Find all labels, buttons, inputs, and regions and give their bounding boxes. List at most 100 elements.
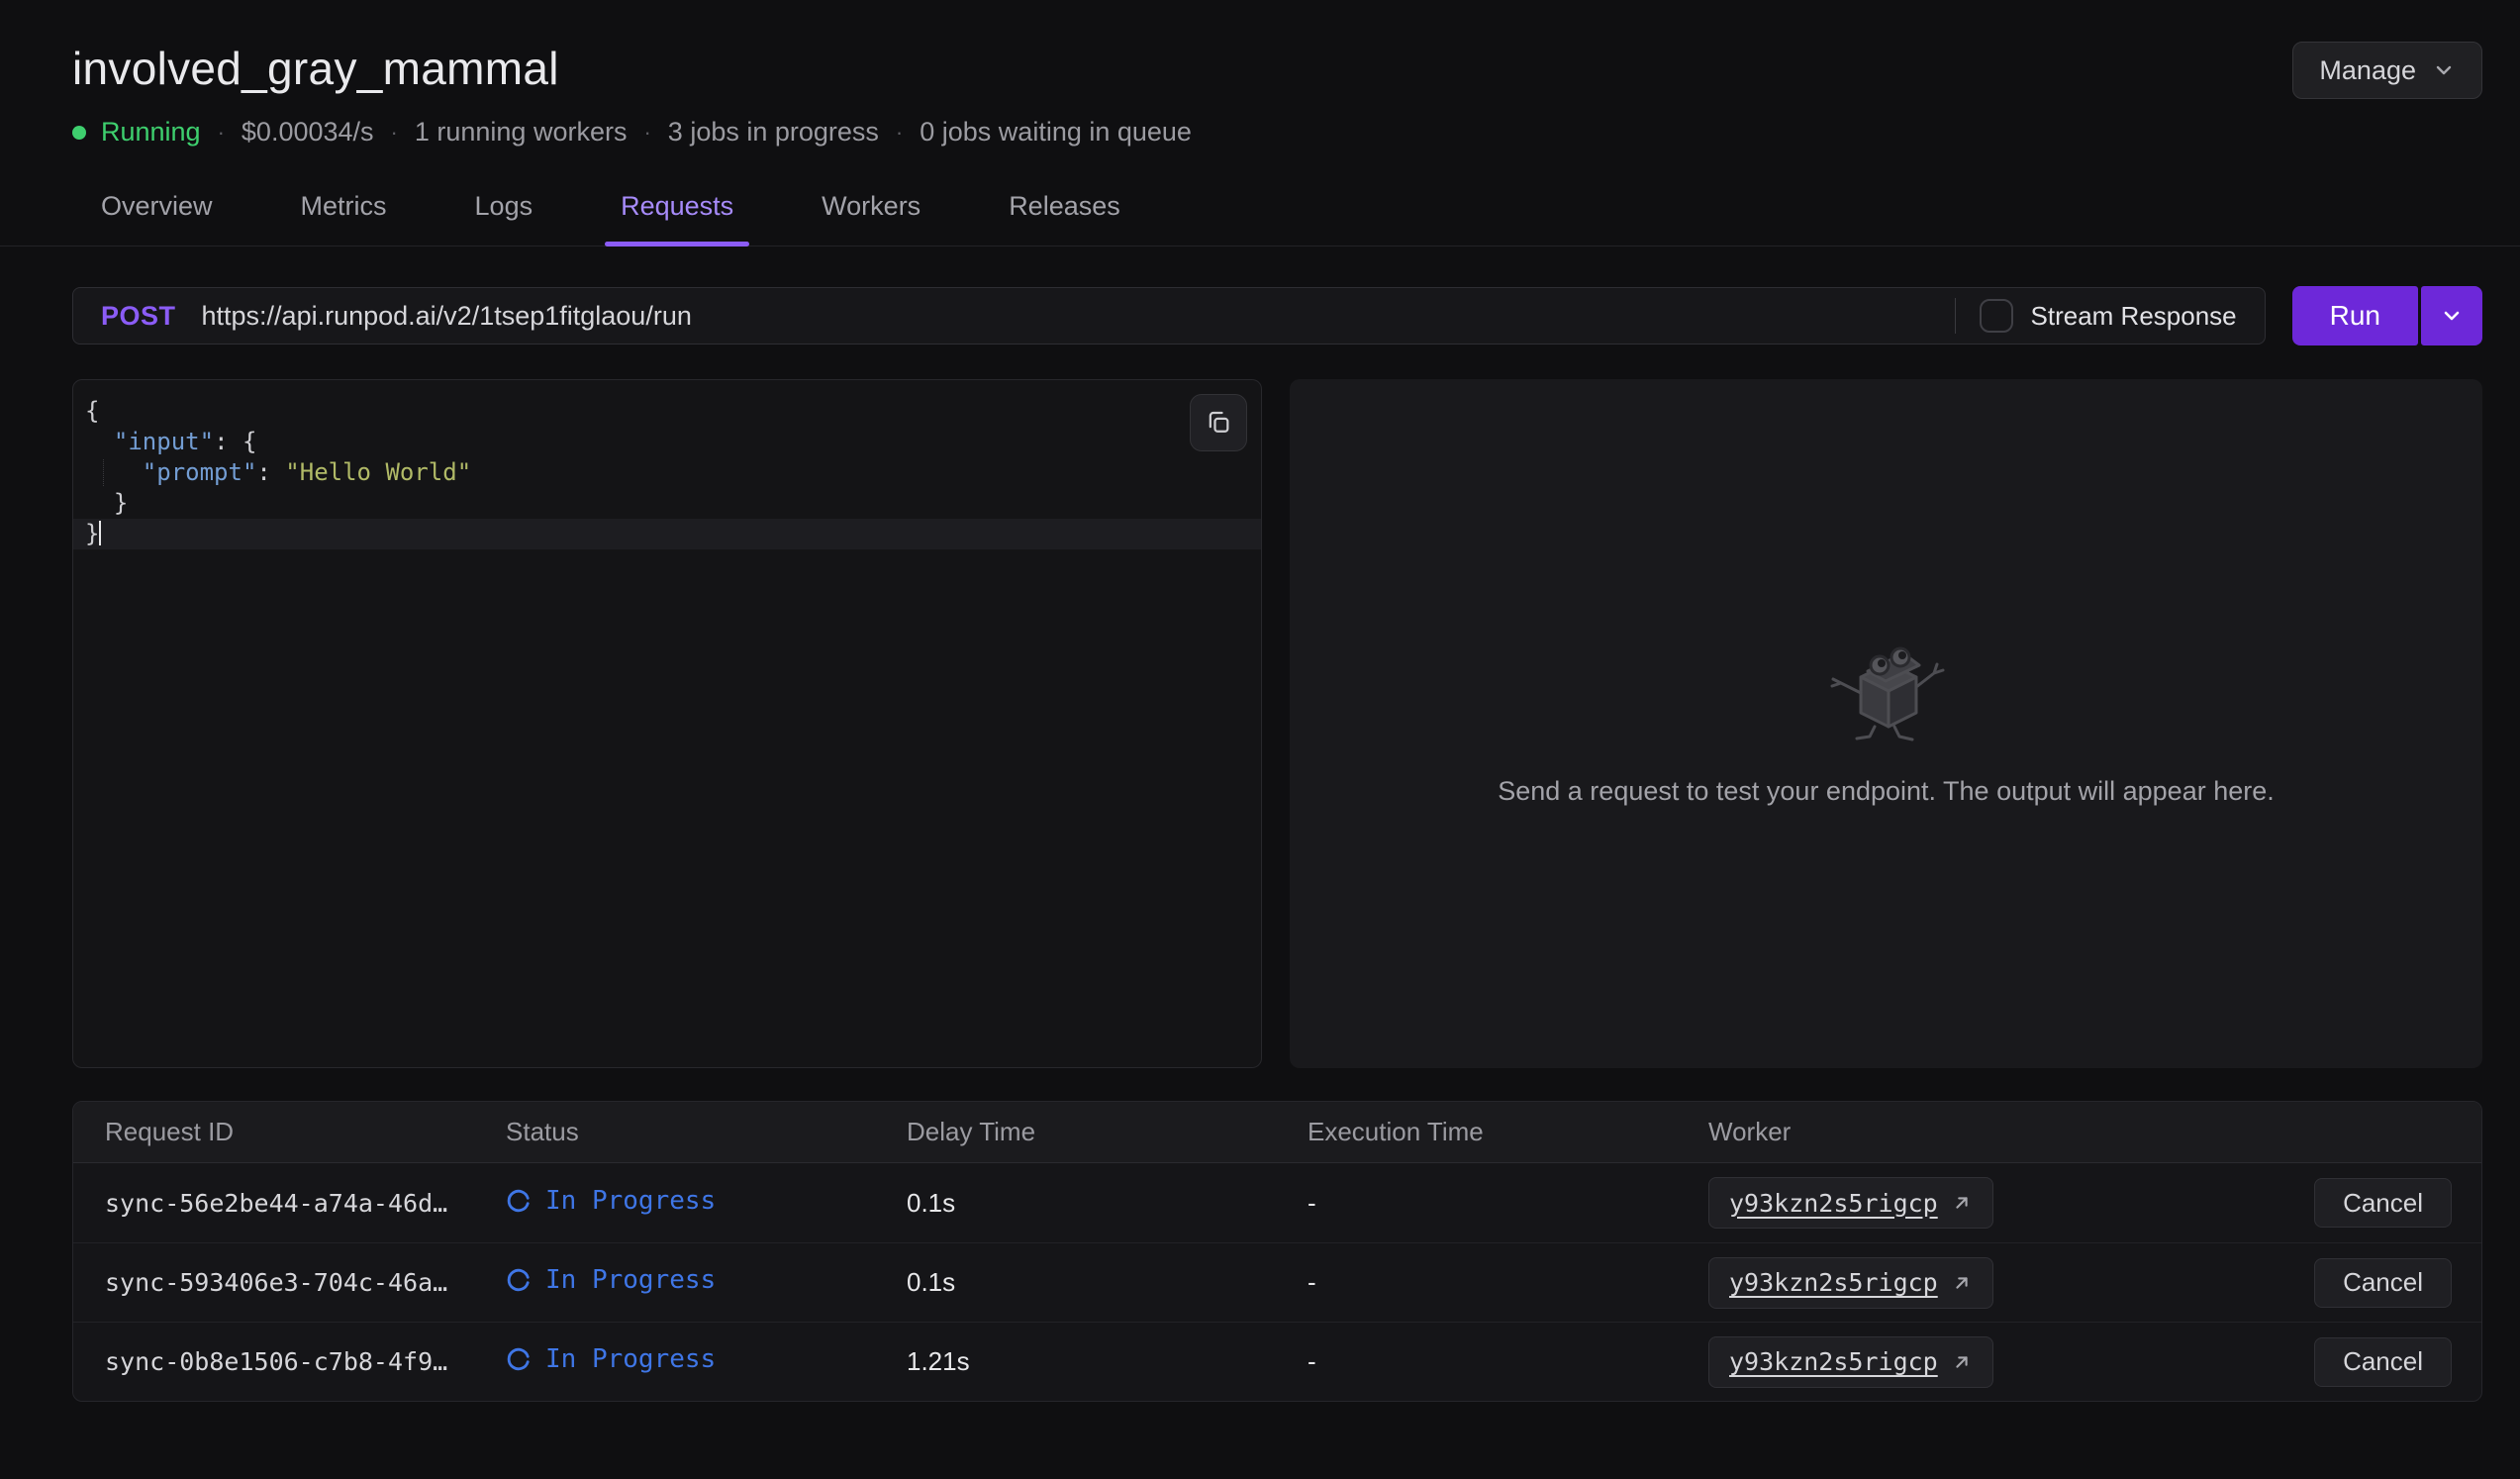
separator-dot: ·: [390, 119, 398, 145]
request-id: sync-593406e3-704c-46a…: [105, 1268, 448, 1297]
request-body-editor[interactable]: { "input": { "prompt": "Hello World" }}: [72, 379, 1262, 1068]
spinner-icon: [507, 1347, 530, 1371]
cancel-button[interactable]: Cancel: [2314, 1336, 2452, 1387]
request-id: sync-0b8e1506-c7b8-4f9…: [105, 1347, 448, 1376]
external-link-icon: [1956, 1276, 1968, 1289]
request-id: sync-56e2be44-a74a-46d…: [105, 1188, 448, 1218]
column-header-execution-time: Execution Time: [1308, 1117, 1484, 1146]
tab-workers[interactable]: Workers: [822, 191, 921, 221]
table-row: sync-56e2be44-a74a-46d… In Progress 0.1s - y…: [73, 1163, 2481, 1242]
column-header-delay-time: Delay Time: [907, 1117, 1036, 1146]
column-header-worker: Worker: [1708, 1117, 1792, 1146]
requests-table: Request ID Status Delay Time Execution T…: [72, 1101, 2482, 1402]
status-label: In Progress: [545, 1265, 717, 1295]
tab-bar: Overview Metrics Logs Requests Workers R…: [0, 191, 2520, 246]
status-badge: In Progress: [506, 1265, 716, 1295]
page-title: involved_gray_mammal: [72, 43, 559, 94]
column-header-status: Status: [506, 1117, 579, 1146]
code-lines: { "input": { "prompt": "Hello World" }}: [73, 396, 1261, 549]
table-header-row: Request ID Status Delay Time Execution T…: [73, 1102, 2481, 1163]
chevron-down-icon: [2444, 311, 2460, 321]
spinner-icon: [507, 1268, 530, 1292]
copy-button[interactable]: [1190, 394, 1247, 451]
status-row: Running · $0.00034/s · 1 running workers…: [72, 117, 2482, 148]
separator-dot: ·: [217, 119, 225, 145]
cancel-button[interactable]: Cancel: [2314, 1257, 2452, 1308]
status-label: In Progress: [545, 1344, 717, 1374]
execution-time: -: [1308, 1187, 1316, 1218]
tab-requests[interactable]: Requests: [605, 191, 750, 246]
worker-link[interactable]: y93kzn2s5rigcp: [1708, 1256, 1993, 1309]
code-line[interactable]: "input": {: [113, 428, 257, 455]
delay-time: 0.1s: [907, 1267, 956, 1297]
tab-overview[interactable]: Overview: [101, 191, 213, 221]
stream-response-label: Stream Response: [2030, 300, 2237, 331]
status-cell: In Progress: [474, 1265, 875, 1300]
worker-id: y93kzn2s5rigcp: [1729, 1347, 1938, 1376]
execution-time: -: [1308, 1267, 1316, 1297]
request-method-badge: POST: [101, 300, 176, 331]
external-link-icon: [1956, 1197, 1968, 1209]
table-row: sync-0b8e1506-c7b8-4f9… In Progress 1.21s -…: [73, 1322, 2481, 1401]
worker-cell: y93kzn2s5rigcp: [1677, 1335, 2298, 1388]
separator-dot: ·: [895, 119, 904, 145]
chevron-down-icon: [2436, 65, 2452, 75]
code-line[interactable]: {: [85, 397, 100, 425]
response-output-panel: Send a request to test your endpoint. Th…: [1290, 379, 2482, 1068]
table-row: sync-593406e3-704c-46a… In Progress 0.1s - y…: [73, 1242, 2481, 1322]
indent-guide: [103, 459, 104, 486]
tab-releases[interactable]: Releases: [1009, 191, 1120, 221]
copy-icon: [1209, 411, 1229, 433]
jobs-waiting-count: 0 jobs waiting in queue: [920, 117, 1192, 147]
jobs-in-progress-count: 3 jobs in progress: [667, 117, 879, 147]
table-body: sync-56e2be44-a74a-46d… In Progress 0.1s - y…: [73, 1163, 2481, 1401]
actions-cell: Cancel: [2298, 1178, 2481, 1228]
status-label: In Progress: [545, 1185, 717, 1216]
execution-time: -: [1308, 1346, 1316, 1376]
running-status-label: Running: [101, 117, 201, 147]
actions-cell: Cancel: [2298, 1257, 2481, 1308]
spinner-icon: [507, 1189, 530, 1212]
run-dropdown-button[interactable]: [2421, 286, 2482, 345]
empty-state-message: Send a request to test your endpoint. Th…: [1498, 775, 2275, 806]
page-header: involved_gray_mammal Manage: [72, 42, 2482, 99]
worker-link[interactable]: y93kzn2s5rigcp: [1708, 1177, 1993, 1229]
worker-cell: y93kzn2s5rigcp: [1677, 1177, 2298, 1229]
worker-id: y93kzn2s5rigcp: [1729, 1268, 1938, 1297]
delay-time: 1.21s: [907, 1346, 970, 1376]
tab-logs[interactable]: Logs: [474, 191, 533, 221]
actions-cell: Cancel: [2298, 1336, 2481, 1387]
tab-metrics[interactable]: Metrics: [300, 191, 387, 221]
worker-cell: y93kzn2s5rigcp: [1677, 1256, 2298, 1309]
code-line[interactable]: }: [113, 489, 129, 517]
text-cursor: [99, 521, 102, 545]
worker-link[interactable]: y93kzn2s5rigcp: [1708, 1335, 1993, 1388]
robot-icon: [1830, 646, 1944, 740]
code-line[interactable]: "prompt": "Hello World": [73, 457, 1261, 488]
request-url-input[interactable]: https://api.runpod.ai/v2/1tsep1fitglaou/…: [201, 300, 692, 331]
manage-button[interactable]: Manage: [2292, 42, 2482, 99]
run-button-group: Run: [2291, 286, 2482, 345]
status-badge: In Progress: [506, 1186, 716, 1216]
worker-id: y93kzn2s5rigcp: [1729, 1188, 1938, 1218]
delay-time: 0.1s: [907, 1187, 956, 1218]
request-bar: POST https://api.runpod.ai/v2/1tsep1fitg…: [72, 286, 2482, 345]
running-indicator-dot: [72, 125, 86, 140]
column-header-request-id: Request ID: [105, 1117, 235, 1146]
run-button[interactable]: Run: [2291, 286, 2418, 345]
request-response-panels: { "input": { "prompt": "Hello World" }}: [72, 379, 2482, 1068]
stream-response-checkbox[interactable]: [1979, 299, 2013, 333]
status-cell: In Progress: [474, 1344, 875, 1379]
price-per-second: $0.00034/s: [241, 117, 374, 147]
cancel-button[interactable]: Cancel: [2314, 1178, 2452, 1228]
code-line[interactable]: }: [73, 519, 1261, 549]
running-workers-count: 1 running workers: [414, 117, 628, 147]
manage-label: Manage: [2319, 54, 2416, 85]
external-link-icon: [1956, 1355, 1968, 1368]
status-badge: In Progress: [506, 1344, 716, 1374]
status-cell: In Progress: [474, 1186, 875, 1221]
request-url-bar[interactable]: POST https://api.runpod.ai/v2/1tsep1fitg…: [72, 287, 2266, 345]
divider: [1954, 298, 1956, 334]
separator-dot: ·: [643, 119, 651, 145]
